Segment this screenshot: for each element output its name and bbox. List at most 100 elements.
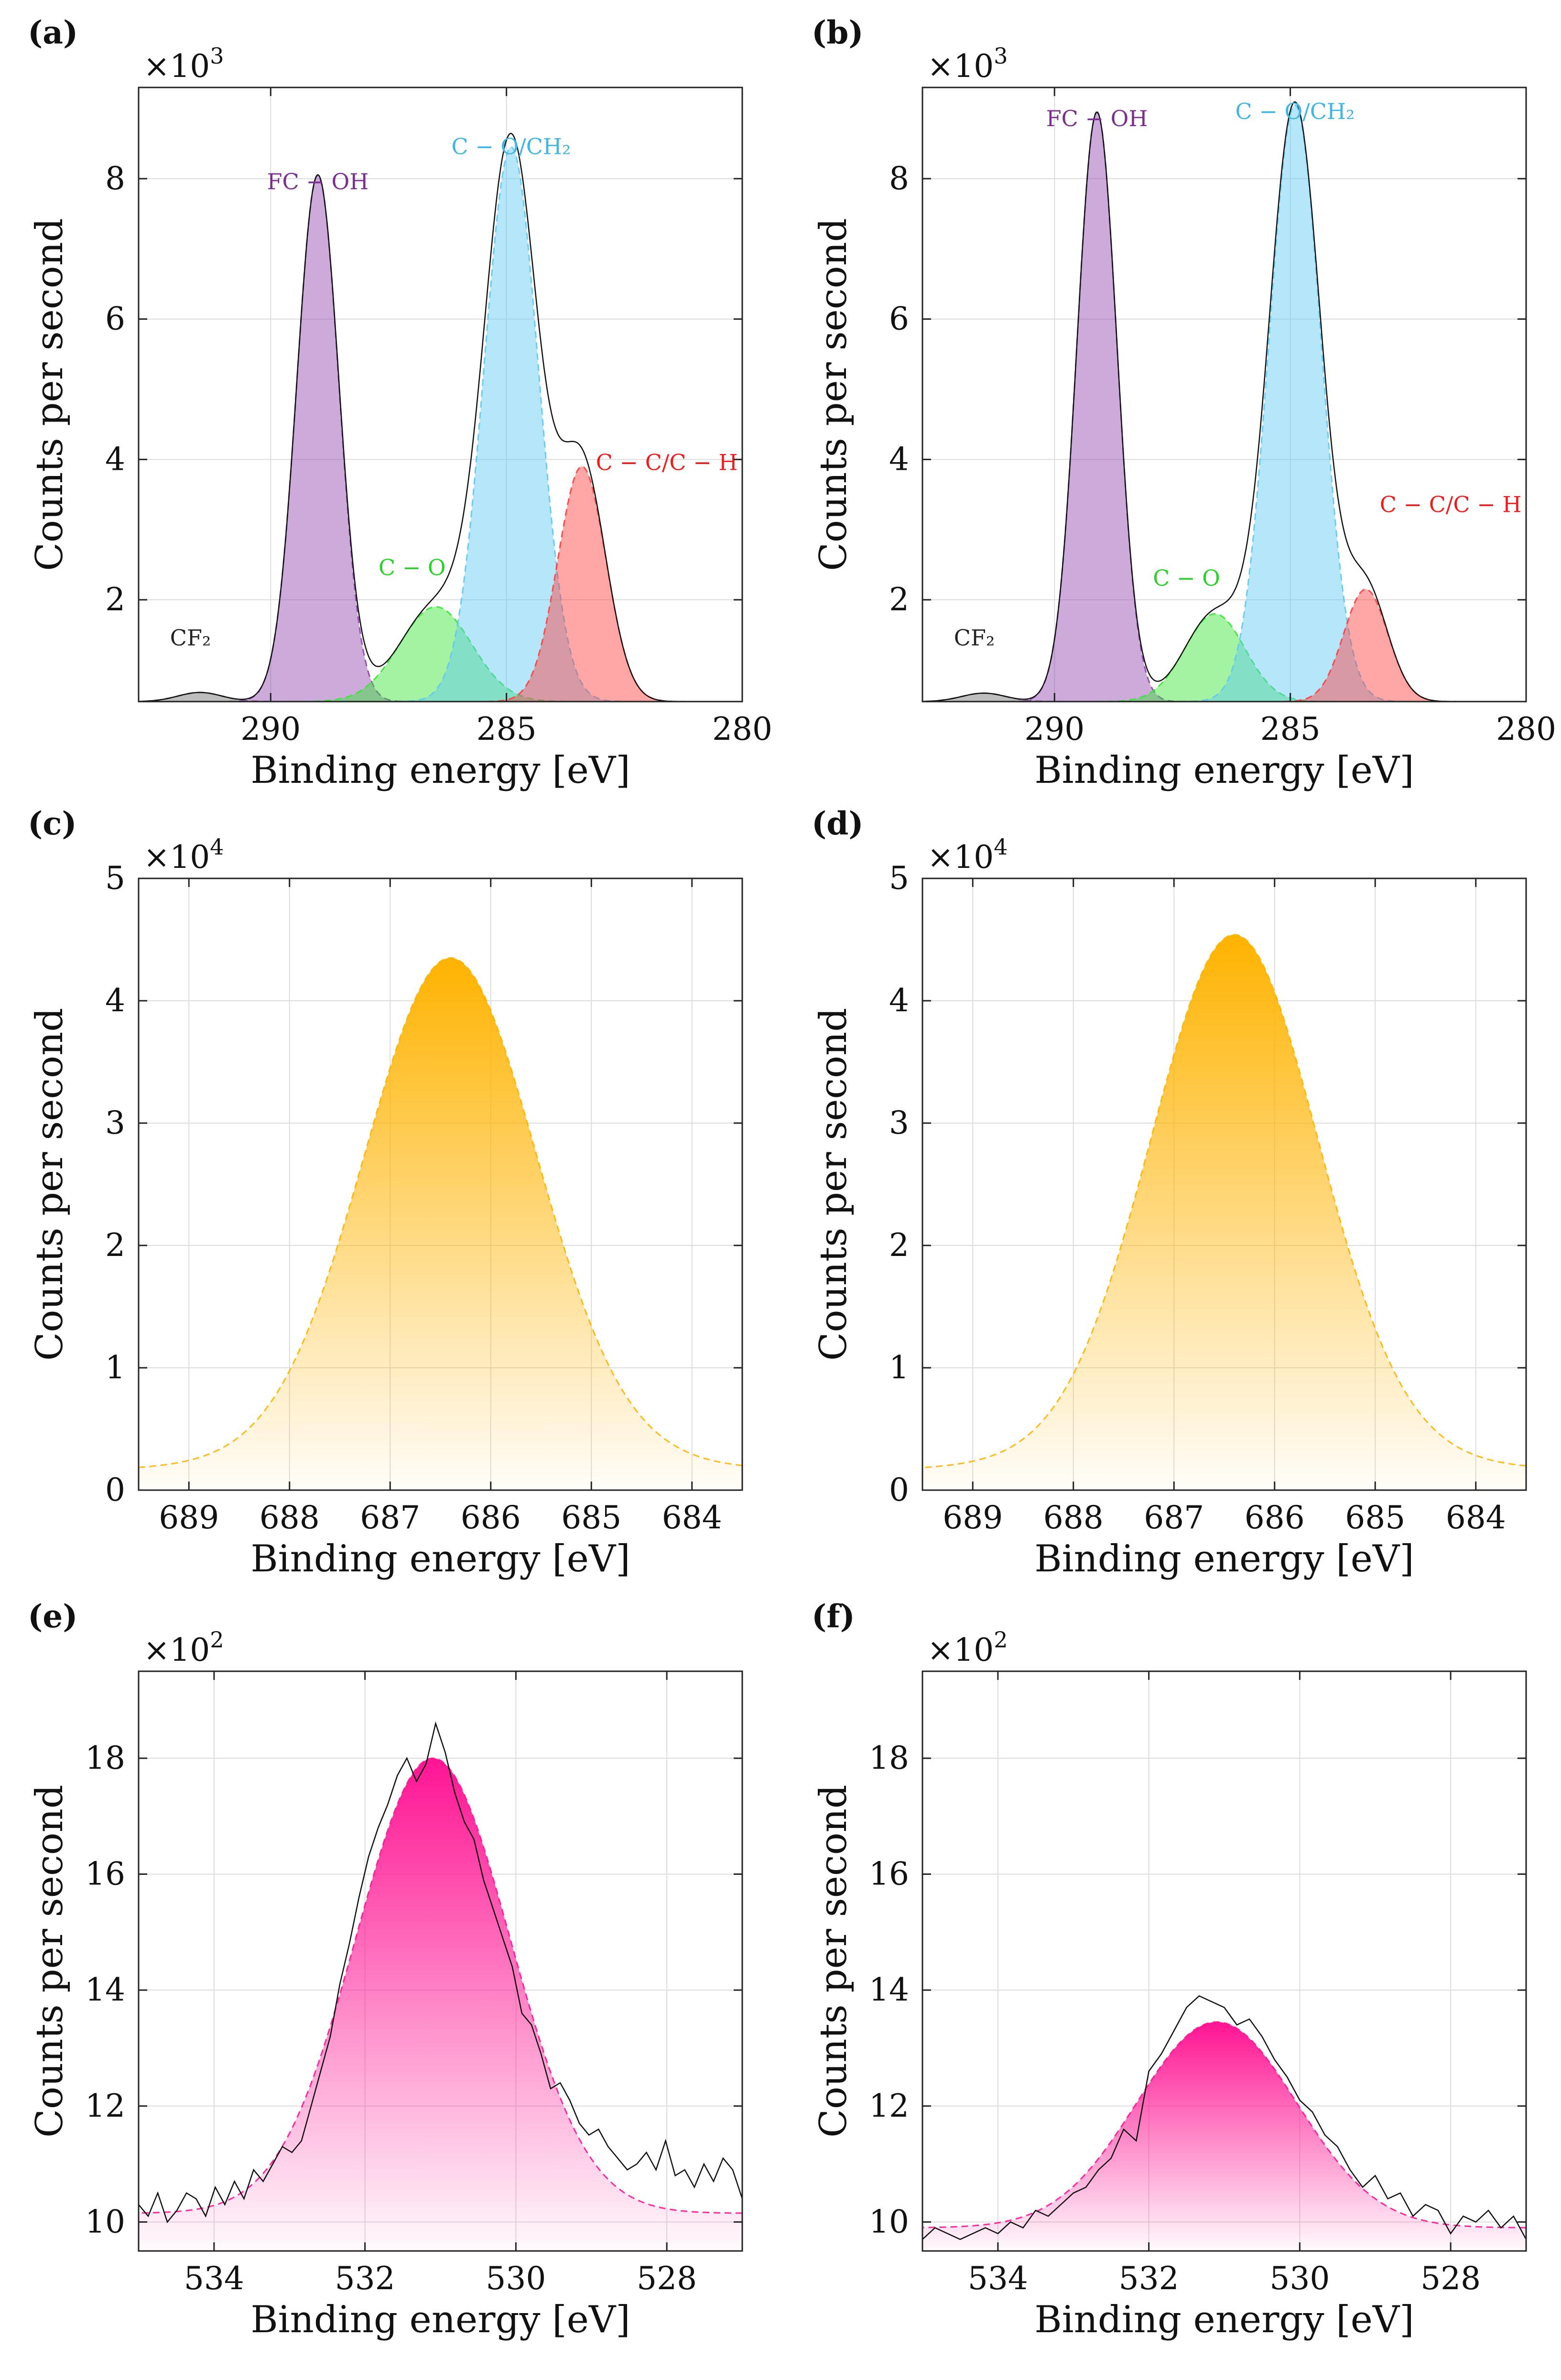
y-tick-label: 16 bbox=[869, 1856, 909, 1893]
axis-multiplier: ×102 bbox=[143, 1627, 224, 1668]
component-label-0: CF₂ bbox=[170, 625, 211, 651]
axis-multiplier-exponent: 3 bbox=[210, 43, 224, 69]
x-tick-label: 687 bbox=[1144, 1499, 1204, 1536]
y-tick-label: 5 bbox=[889, 860, 909, 897]
component-curve-3 bbox=[139, 146, 742, 702]
raw-spectrum bbox=[139, 1721, 742, 2223]
component-curve-0 bbox=[139, 957, 742, 1468]
y-tick-label: 2 bbox=[889, 581, 909, 618]
y-axis-label: Counts per second bbox=[812, 218, 855, 571]
y-tick-label: 12 bbox=[85, 2088, 125, 2124]
component-area-0 bbox=[139, 692, 742, 702]
raw-spectrum bbox=[922, 1995, 1526, 2240]
y-tick-label: 2 bbox=[105, 581, 125, 618]
axes-box bbox=[138, 877, 743, 1491]
x-tick-label: 280 bbox=[712, 711, 772, 747]
component-curve-2 bbox=[922, 613, 1526, 702]
component-curve-3 bbox=[922, 104, 1526, 702]
y-tick-label: 8 bbox=[889, 160, 909, 197]
x-axis-label: Binding energy [eV] bbox=[250, 749, 630, 792]
x-tick-label: 285 bbox=[477, 711, 537, 747]
axis-multiplier-exponent: 2 bbox=[210, 1627, 224, 1653]
x-axis-label: Binding energy [eV] bbox=[250, 1537, 630, 1580]
component-label-1: FC − OH bbox=[267, 169, 369, 195]
data-layer bbox=[139, 957, 742, 1490]
component-label-2: C − O bbox=[379, 555, 446, 581]
y-tick-label: 16 bbox=[85, 1856, 125, 1893]
panel-e: 534 532 530 528 10 12 14 16 18 ×102 Binding energy… bbox=[28, 1598, 743, 2341]
component-area-0 bbox=[139, 958, 742, 1490]
x-tick-label: 532 bbox=[335, 2260, 395, 2297]
component-curve-2 bbox=[139, 606, 742, 702]
y-tick-label: 4 bbox=[889, 982, 909, 1019]
component-label-1: FC − OH bbox=[1046, 106, 1148, 131]
component-area-0 bbox=[922, 693, 1526, 702]
y-tick-label: 8 bbox=[105, 160, 125, 197]
y-tick-label: 18 bbox=[869, 1740, 909, 1776]
y-axis-label: Counts per second bbox=[28, 1785, 71, 2137]
x-tick-label: 528 bbox=[1420, 2260, 1481, 2297]
component-curve-0 bbox=[139, 1757, 742, 2214]
y-axis-label: Counts per second bbox=[28, 1008, 71, 1361]
x-tick-label: 686 bbox=[1245, 1499, 1305, 1536]
x-tick-label: 530 bbox=[486, 2260, 546, 2297]
axis-multiplier-base: ×10 bbox=[143, 839, 210, 876]
y-axis-label: Counts per second bbox=[812, 1785, 855, 2137]
y-tick-label: 12 bbox=[869, 2088, 909, 2124]
x-tick-label: 534 bbox=[968, 2260, 1028, 2297]
y-tick-label: 18 bbox=[85, 1740, 125, 1776]
data-layer bbox=[922, 934, 1526, 1490]
panel-label: (e) bbox=[28, 1598, 77, 1635]
panel-label: (c) bbox=[28, 805, 77, 842]
x-tick-label: 686 bbox=[461, 1499, 521, 1536]
y-tick-label: 4 bbox=[105, 441, 125, 477]
x-tick-label: 687 bbox=[360, 1499, 420, 1536]
y-tick-label: 6 bbox=[105, 301, 125, 337]
data-layer bbox=[139, 1721, 742, 2251]
y-tick-label: 0 bbox=[889, 1471, 909, 1508]
y-tick-label: 0 bbox=[105, 1471, 125, 1508]
y-tick-label: 2 bbox=[889, 1227, 909, 1264]
axis-multiplier-base: ×10 bbox=[143, 48, 210, 85]
component-label-0: CF₂ bbox=[954, 625, 995, 651]
y-tick-label: 10 bbox=[869, 2203, 909, 2240]
x-tick-label: 285 bbox=[1260, 711, 1321, 747]
component-area-4 bbox=[139, 466, 742, 702]
component-area-2 bbox=[922, 614, 1526, 702]
component-label-4: C − C/C − H bbox=[596, 449, 738, 475]
component-curve-0 bbox=[922, 934, 1526, 1469]
x-tick-label: 684 bbox=[662, 1499, 722, 1536]
y-tick-label: 2 bbox=[105, 1227, 125, 1264]
component-area-1 bbox=[139, 175, 742, 702]
y-tick-label: 1 bbox=[889, 1349, 909, 1386]
envelope-curve bbox=[922, 101, 1526, 702]
x-tick-label: 530 bbox=[1269, 2260, 1330, 2297]
x-axis-label: Binding energy [eV] bbox=[1034, 1537, 1414, 1580]
x-axis-label: Binding energy [eV] bbox=[1034, 749, 1414, 792]
axes-box bbox=[138, 87, 743, 703]
x-tick-label: 689 bbox=[943, 1499, 1003, 1536]
x-tick-label: 688 bbox=[260, 1499, 320, 1536]
plot-area bbox=[139, 87, 742, 702]
y-tick-label: 14 bbox=[869, 1971, 909, 2008]
component-label-3: C − O/CH₂ bbox=[1236, 98, 1355, 124]
axis-multiplier-base: ×10 bbox=[143, 1632, 210, 1668]
axis-multiplier-exponent: 2 bbox=[994, 1627, 1008, 1653]
component-area-0 bbox=[139, 1758, 742, 2251]
component-area-2 bbox=[139, 606, 742, 702]
x-tick-label: 534 bbox=[184, 2260, 244, 2297]
axis-multiplier: ×102 bbox=[927, 1627, 1008, 1668]
panel-label: (d) bbox=[812, 805, 864, 842]
component-area-4 bbox=[922, 589, 1526, 702]
y-tick-label: 14 bbox=[85, 1971, 125, 2008]
axis-multiplier: ×104 bbox=[927, 834, 1008, 876]
x-tick-label: 684 bbox=[1446, 1499, 1506, 1536]
component-label-2: C − O bbox=[1153, 565, 1220, 591]
x-axis-label: Binding energy [eV] bbox=[250, 2298, 630, 2341]
plot-area bbox=[922, 87, 1526, 702]
